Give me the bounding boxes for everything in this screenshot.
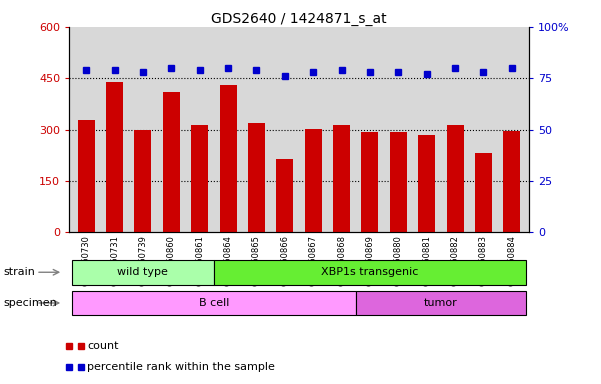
Text: tumor: tumor xyxy=(424,298,458,308)
Bar xyxy=(106,82,123,232)
Text: percentile rank within the sample: percentile rank within the sample xyxy=(87,362,275,372)
Bar xyxy=(219,85,237,232)
FancyBboxPatch shape xyxy=(72,291,356,315)
Text: strain: strain xyxy=(3,267,35,277)
FancyBboxPatch shape xyxy=(72,260,214,285)
Bar xyxy=(361,132,379,232)
Bar xyxy=(305,129,322,232)
Text: B cell: B cell xyxy=(199,298,229,308)
Text: specimen: specimen xyxy=(3,298,56,308)
Text: XBP1s transgenic: XBP1s transgenic xyxy=(322,267,419,277)
Bar xyxy=(135,129,151,232)
Bar xyxy=(333,126,350,232)
FancyBboxPatch shape xyxy=(214,260,526,285)
Bar xyxy=(390,132,407,232)
Bar xyxy=(163,92,180,232)
Bar xyxy=(276,159,293,232)
Bar xyxy=(191,125,208,232)
Bar xyxy=(504,131,520,232)
Text: wild type: wild type xyxy=(117,267,168,277)
Text: count: count xyxy=(87,341,118,351)
FancyBboxPatch shape xyxy=(356,291,526,315)
Bar xyxy=(78,120,95,232)
Text: GDS2640 / 1424871_s_at: GDS2640 / 1424871_s_at xyxy=(211,12,387,25)
Bar xyxy=(418,136,435,232)
Bar xyxy=(447,126,463,232)
Bar xyxy=(475,153,492,232)
Bar xyxy=(248,123,265,232)
